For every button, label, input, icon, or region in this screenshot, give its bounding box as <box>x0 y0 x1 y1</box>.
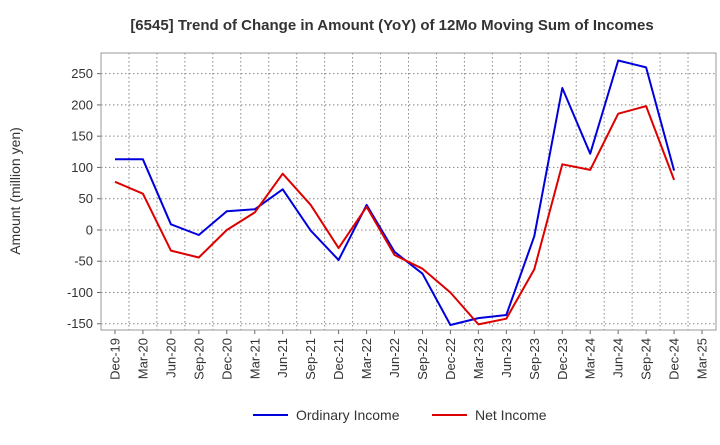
plot-area-border <box>100 52 717 331</box>
x-tick-label: Mar-20 <box>135 338 150 379</box>
y-tick-label: 100 <box>71 160 93 175</box>
y-tick-label: 250 <box>71 66 93 81</box>
tick-labels: -150 -100 -50 0 50 100 150 200 250 Dec-19 Mar-20 Ju… <box>67 66 710 380</box>
series-lines <box>114 59 676 326</box>
x-tick-label: Sep-23 <box>527 338 542 380</box>
x-tick-label: Mar-22 <box>359 338 374 379</box>
x-tick-label: Mar-25 <box>695 338 710 379</box>
y-tick-label: -50 <box>74 254 93 269</box>
x-tick-label: Jun-23 <box>499 338 514 378</box>
x-tick-label: Dec-20 <box>219 338 234 380</box>
x-tick-label: Jun-22 <box>387 338 402 378</box>
x-tick-label: Dec-24 <box>667 338 682 380</box>
series-line-0 <box>115 59 676 326</box>
x-tick-label: Sep-24 <box>639 338 654 380</box>
x-tick-label: Jun-20 <box>163 338 178 378</box>
y-tick-label: 200 <box>71 97 93 112</box>
x-tick-label: Mar-21 <box>247 338 262 379</box>
y-tick-label: 50 <box>79 191 93 206</box>
x-tick-label: Jun-21 <box>275 338 290 378</box>
y-tick-label: 150 <box>71 129 93 144</box>
x-tick-label: Dec-19 <box>107 338 122 380</box>
chart-title: [6545] Trend of Change in Amount (YoY) o… <box>130 17 653 34</box>
x-tick-label: Dec-21 <box>331 338 346 380</box>
y-tick-label: -150 <box>67 316 93 331</box>
y-tick-label: -100 <box>67 285 93 300</box>
legend: Ordinary Income Net Income <box>253 407 547 423</box>
x-tick-label: Dec-22 <box>443 338 458 380</box>
x-tick-label: Sep-20 <box>191 338 206 380</box>
grid <box>101 53 716 330</box>
y-axis-label: Amount (million yen) <box>7 127 23 255</box>
y-tick-label: 0 <box>86 222 93 237</box>
x-tick-label: Sep-22 <box>415 338 430 380</box>
x-tick-label: Sep-21 <box>303 338 318 380</box>
legend-label: Ordinary Income <box>296 407 400 423</box>
series-line-1 <box>114 105 676 326</box>
x-tick-label: Mar-23 <box>471 338 486 379</box>
x-tick-label: Mar-24 <box>583 338 598 379</box>
x-tick-label: Jun-24 <box>611 338 626 378</box>
legend-label: Net Income <box>475 407 547 423</box>
x-tick-label: Dec-23 <box>555 338 570 380</box>
